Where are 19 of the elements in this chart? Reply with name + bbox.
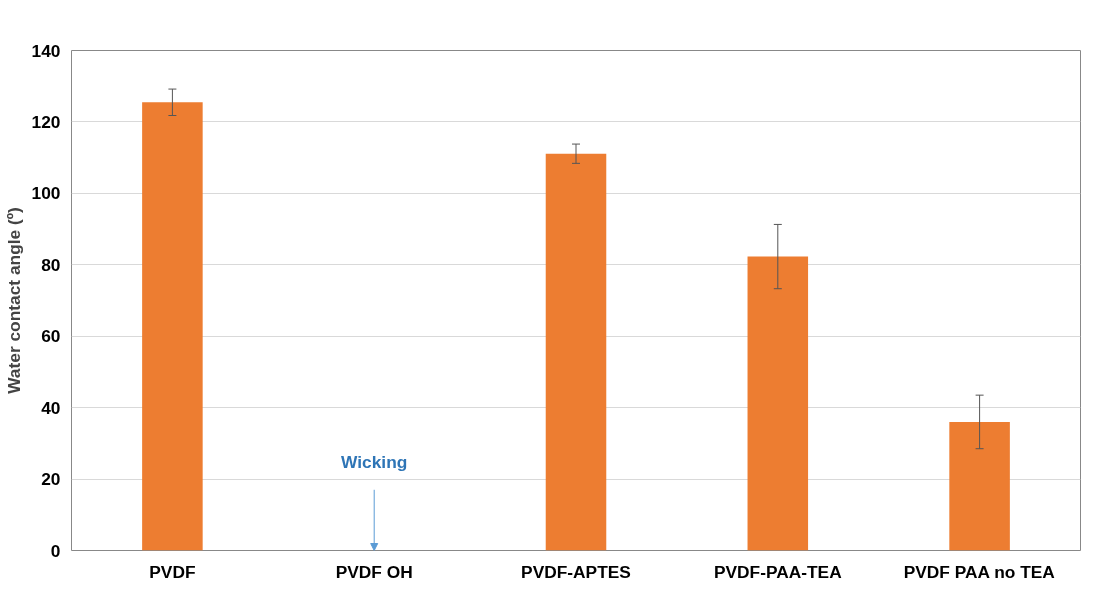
y-axis-title: Water contact angle (º): [3, 207, 24, 394]
y-tick-label: 20: [41, 469, 61, 490]
y-tick-label: 120: [31, 111, 61, 132]
y-tick-label: 100: [31, 183, 61, 204]
y-tick-label: 40: [41, 397, 61, 418]
bar: [747, 256, 809, 551]
x-tick-label: PVDF-PAA-TEA: [713, 561, 843, 582]
y-tick-label: 80: [41, 254, 61, 275]
bar: [142, 102, 203, 551]
x-tick-label: PVDF OH: [335, 561, 413, 582]
annotation: Wicking: [341, 451, 408, 472]
bar: [949, 421, 1010, 551]
y-tick-label: 0: [50, 540, 61, 561]
x-tick-label: PVDF: [149, 561, 196, 582]
x-tick-label: PVDF-APTES: [521, 561, 631, 582]
bar: [545, 153, 607, 551]
x-tick-label: PVDF PAA no TEA: [903, 561, 1056, 582]
y-tick-label: 60: [41, 326, 61, 347]
y-tick-label: 140: [31, 40, 61, 61]
